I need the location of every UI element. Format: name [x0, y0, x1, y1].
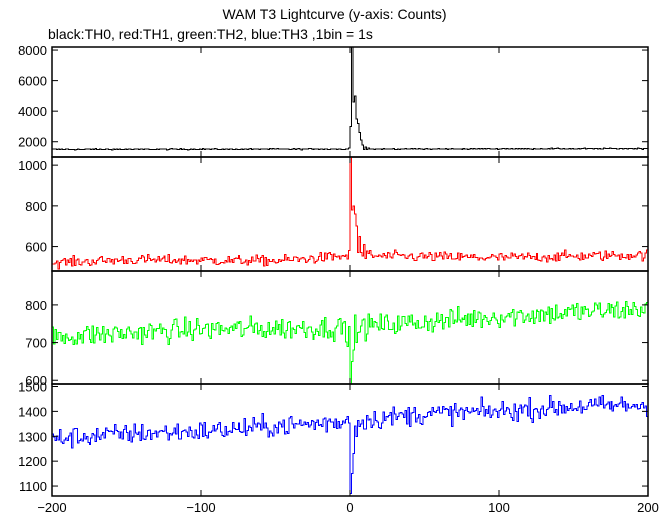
series-line-th3	[52, 394, 649, 495]
y-tick-label-th3: 1400	[18, 404, 47, 419]
series-line-th0	[52, 46, 649, 151]
y-tick-label-th3: 1200	[18, 454, 47, 469]
y-tick-label-th0: 4000	[18, 104, 47, 119]
x-tick-label: −100	[186, 500, 215, 515]
x-tick-label: 100	[488, 500, 510, 515]
x-tick-label: 0	[346, 500, 353, 515]
chart-title: WAM T3 Lightcurve (y-axis: Counts)	[222, 6, 447, 22]
y-tick-label-th3: 1500	[18, 379, 47, 394]
chart-subtitle: black:TH0, red:TH1, green:TH2, blue:TH3 …	[48, 26, 373, 42]
y-tick-label-th1: 800	[25, 199, 47, 214]
y-tick-label-th2: 600	[25, 373, 47, 388]
y-tick-label-th0: 8000	[18, 43, 47, 58]
x-tick-label: 200	[637, 500, 659, 515]
y-tick-label-th2: 800	[25, 298, 47, 313]
series-line-th1	[52, 156, 649, 270]
series-line-th2	[52, 301, 649, 385]
y-tick-label-th3: 1100	[19, 479, 47, 494]
y-tick-label-th0: 6000	[18, 74, 47, 89]
y-tick-label-th0: 2000	[18, 135, 47, 150]
y-tick-label-th1: 600	[25, 240, 47, 255]
panel-frame-th3	[51, 383, 649, 497]
y-tick-label-th2: 700	[25, 336, 47, 351]
x-tick-label: −200	[37, 500, 66, 515]
y-tick-label-th1: 1000	[18, 158, 47, 173]
y-tick-label-th3: 1300	[18, 429, 47, 444]
